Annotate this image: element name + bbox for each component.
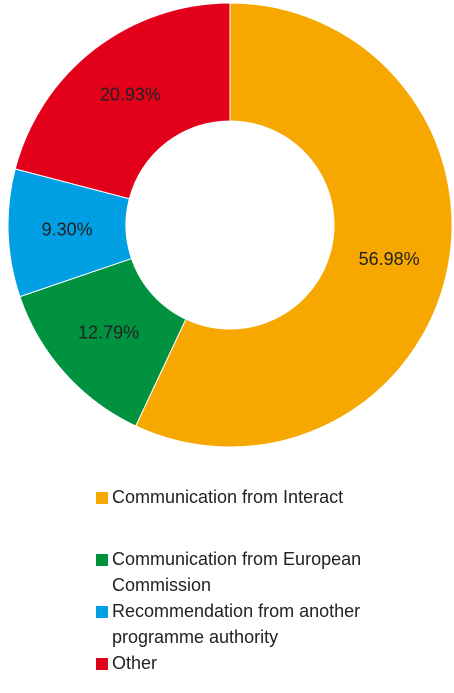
data-label: 9.30%	[42, 220, 93, 240]
legend-item: Communication from Interact	[96, 484, 446, 510]
legend-label: Communication from European Commission	[112, 549, 362, 595]
data-label: 20.93%	[100, 85, 161, 105]
chart: 56.98% 12.79% 9.30% 20.93%	[7, 2, 453, 448]
legend-swatch	[96, 658, 108, 670]
legend-swatch	[96, 554, 108, 566]
data-label: 12.79%	[78, 323, 139, 343]
legend-label: Communication from Interact	[112, 487, 344, 507]
data-label: 56.98%	[359, 249, 420, 269]
legend-label: Recommendation from another programme au…	[112, 601, 361, 647]
legend-swatch	[96, 606, 108, 618]
donut-segment	[19, 257, 187, 427]
legend-label: Other	[112, 653, 158, 673]
donut-segment	[135, 2, 453, 448]
donut-segment	[14, 2, 231, 200]
legend-item: Communication from European Commission	[96, 546, 446, 598]
legend: Communication from Interact Communication…	[96, 484, 446, 676]
legend-item: Other	[96, 650, 446, 676]
legend-item: Recommendation from another programme au…	[96, 598, 446, 650]
legend-swatch	[96, 492, 108, 504]
